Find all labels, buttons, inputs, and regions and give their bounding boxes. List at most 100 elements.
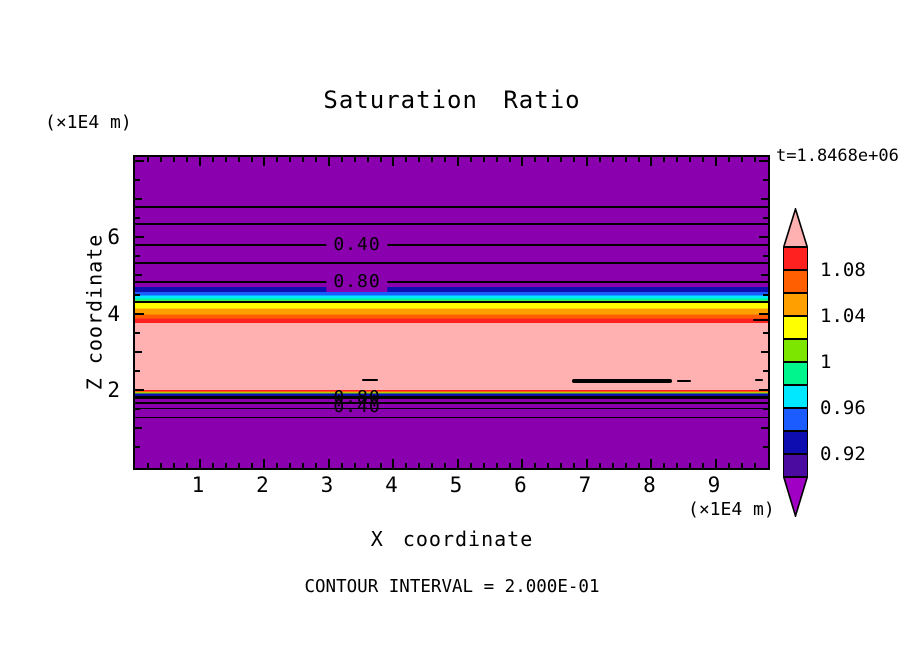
colorbar-under-arrow xyxy=(783,477,808,517)
colorbar-cell xyxy=(783,408,808,431)
contour-line-lower-2 xyxy=(135,401,768,404)
x-tick xyxy=(611,463,614,468)
x-tick xyxy=(560,157,563,162)
x-tick xyxy=(211,157,214,162)
x-tick xyxy=(663,157,666,162)
x-tick-label: 7 xyxy=(578,473,592,497)
z-tick xyxy=(761,427,768,430)
z-tick xyxy=(763,369,768,372)
x-tick xyxy=(547,157,550,162)
x-tick xyxy=(469,463,472,468)
z-tick xyxy=(763,408,768,411)
time-label: t=1.8468e+06 xyxy=(776,146,899,166)
x-tick xyxy=(521,157,524,166)
x-tick xyxy=(650,459,653,468)
x-tick-label: 9 xyxy=(707,473,721,497)
x-tick xyxy=(624,463,627,468)
colorbar-cell xyxy=(783,385,808,408)
z-tick xyxy=(135,274,142,277)
z-tick xyxy=(135,236,144,239)
contour-blob xyxy=(572,379,672,383)
x-tick-label: 1 xyxy=(191,473,205,497)
x-tick xyxy=(379,157,382,162)
z-tick xyxy=(761,198,768,201)
x-tick xyxy=(714,459,717,468)
z-tick xyxy=(135,350,142,353)
x-tick xyxy=(676,157,679,162)
x-tick-label: 5 xyxy=(449,473,463,497)
x-tick xyxy=(753,463,756,468)
colorbar-over-arrow xyxy=(783,208,808,247)
x-tick xyxy=(534,157,537,162)
x-tick xyxy=(237,463,240,468)
z-tick xyxy=(763,217,768,220)
x-tick xyxy=(534,463,537,468)
x-tick xyxy=(702,463,704,468)
z-tick xyxy=(135,159,144,162)
z-tick xyxy=(135,293,140,296)
z-axis-unit-label: (×1E4 m) xyxy=(45,112,132,133)
x-tick xyxy=(250,463,253,468)
x-tick xyxy=(405,463,408,468)
x-axis-title: X coordinate xyxy=(370,527,534,551)
contour-line-lower-4 xyxy=(135,416,768,418)
x-tick xyxy=(160,463,163,468)
x-tick xyxy=(573,463,575,468)
z-tick xyxy=(135,179,140,182)
plot-area: 0.40 0.80 0.80 0.40 xyxy=(133,155,770,470)
contour-blob xyxy=(753,318,768,321)
contour-blob xyxy=(677,379,691,382)
x-tick xyxy=(508,157,511,162)
z-tick xyxy=(135,331,140,334)
colorbar-tick-label: 1.04 xyxy=(820,305,866,327)
x-tick xyxy=(740,157,743,162)
x-tick xyxy=(547,463,550,468)
x-tick xyxy=(392,157,395,166)
colorbar-cell xyxy=(783,247,808,270)
z-tick xyxy=(763,293,768,296)
contour-line-unity xyxy=(135,300,768,303)
x-tick xyxy=(160,157,163,162)
x-tick xyxy=(689,157,692,162)
x-tick xyxy=(198,157,201,166)
z-tick xyxy=(759,312,768,315)
x-tick xyxy=(676,463,679,468)
x-tick xyxy=(366,157,369,162)
x-tick xyxy=(276,157,279,162)
x-tick xyxy=(585,459,588,468)
contour-line-upper-3 xyxy=(135,244,768,246)
x-tick xyxy=(302,157,305,162)
x-tick xyxy=(263,459,266,468)
fill-band-lower xyxy=(135,390,768,396)
z-tick xyxy=(763,331,768,334)
x-tick xyxy=(714,157,717,166)
z-tick xyxy=(763,179,768,182)
x-tick xyxy=(315,463,317,468)
x-tick xyxy=(186,463,188,468)
x-tick xyxy=(173,463,176,468)
x-tick xyxy=(392,459,395,468)
colorbar-cell xyxy=(783,339,808,362)
z-tick xyxy=(759,159,768,162)
x-tick xyxy=(727,463,730,468)
x-tick xyxy=(702,157,704,162)
z-tick xyxy=(135,369,140,372)
x-tick xyxy=(431,157,434,162)
x-tick xyxy=(573,157,575,162)
x-tick xyxy=(598,463,601,468)
x-tick xyxy=(663,463,666,468)
x-tick xyxy=(250,157,253,162)
x-tick xyxy=(456,157,459,166)
x-tick xyxy=(353,463,356,468)
x-tick xyxy=(147,463,150,468)
x-tick xyxy=(431,463,434,468)
x-tick xyxy=(147,157,150,162)
colorbar-tick-label: 0.92 xyxy=(820,443,866,465)
x-tick xyxy=(624,157,627,162)
colorbar-tick-label: 1.08 xyxy=(820,259,866,281)
colorbar-cell xyxy=(783,293,808,316)
z-tick xyxy=(759,236,768,239)
contour-line-upper-4 xyxy=(135,262,768,264)
x-tick xyxy=(444,157,446,162)
z-tick xyxy=(135,255,140,258)
